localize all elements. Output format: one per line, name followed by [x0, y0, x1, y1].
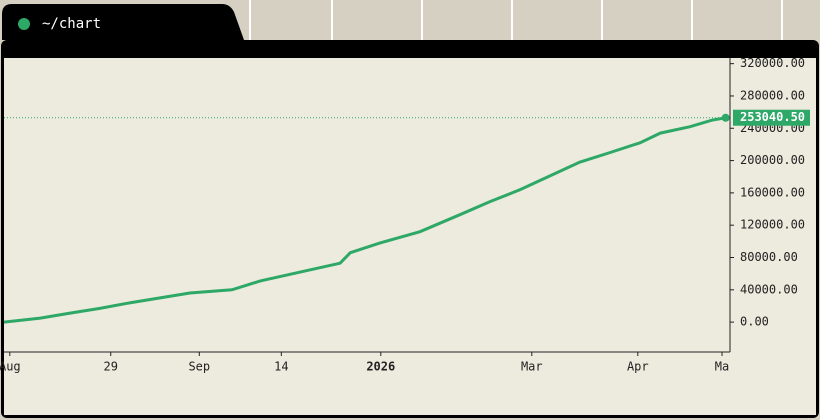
chart-area	[4, 58, 816, 415]
background-stripes	[249, 0, 783, 42]
y-tick-label: 120000.00	[740, 218, 805, 232]
x-tick-label: 2026	[366, 360, 395, 374]
x-tick-label: Aug	[0, 360, 21, 374]
price-line	[3, 116, 726, 324]
x-tick-label: Ma	[715, 360, 729, 374]
status-dot	[18, 18, 30, 30]
y-tick-label: 80000.00	[740, 250, 798, 264]
y-tick-label: 320000.00	[740, 56, 805, 70]
last-point	[721, 113, 730, 122]
y-tick-label: 280000.00	[740, 88, 805, 102]
x-tick-label: Mar	[521, 360, 543, 374]
y-tick-label: 160000.00	[740, 185, 805, 199]
x-tick-label: Apr	[627, 360, 649, 374]
y-tick-label: 40000.00	[740, 282, 798, 296]
price-badge	[733, 109, 810, 126]
window-tab[interactable]	[2, 4, 244, 40]
y-tick-label: 0.00	[740, 315, 769, 329]
x-tick-label: Sep	[188, 360, 210, 374]
x-tick-label: 14	[274, 360, 288, 374]
price-badge-label: 253040.50	[740, 110, 805, 124]
window-title: ~/chart	[42, 16, 101, 32]
x-tick-label: 29	[103, 360, 117, 374]
y-tick-label: 200000.00	[740, 153, 805, 167]
